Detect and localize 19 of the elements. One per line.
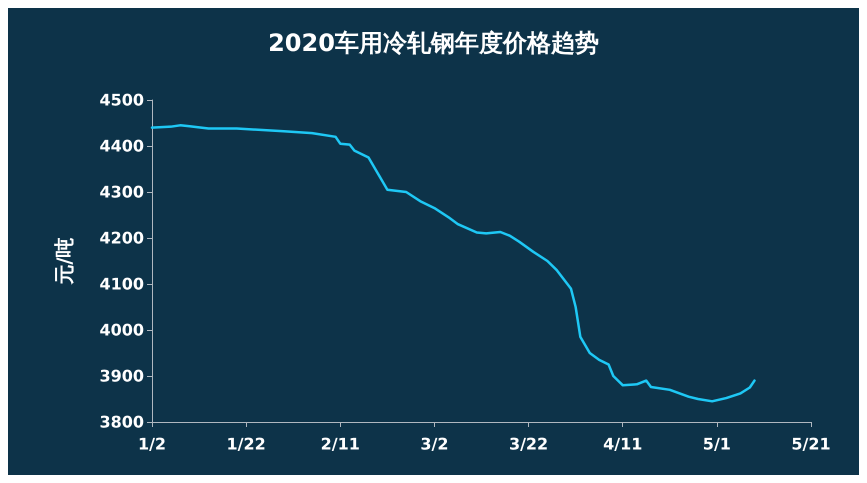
x-tick-label: 1/2 xyxy=(138,434,166,454)
y-tick-label: 4000 xyxy=(99,320,144,340)
x-tick-label: 3/22 xyxy=(508,434,548,454)
x-tick-label: 5/1 xyxy=(702,434,731,454)
y-tick-label: 3900 xyxy=(99,366,144,386)
y-tick-label: 4400 xyxy=(99,136,144,156)
x-tick-label: 3/2 xyxy=(420,434,448,454)
y-axis-title: 元/吨 xyxy=(52,237,76,286)
chart-title: 2020车用冷轧钢年度价格趋势 xyxy=(268,29,599,57)
x-tick-label: 2/11 xyxy=(320,434,360,454)
x-tick-label: 5/21 xyxy=(791,434,831,454)
x-tick-label: 1/22 xyxy=(226,434,266,454)
x-tick-label: 4/11 xyxy=(603,434,642,454)
line-series xyxy=(150,124,756,403)
y-tick-label: 4300 xyxy=(99,182,144,202)
y-tick-label: 4500 xyxy=(99,90,144,110)
y-tick-label: 3800 xyxy=(99,412,144,432)
y-tick-label: 4100 xyxy=(99,274,144,294)
y-tick-label: 4200 xyxy=(99,228,144,248)
